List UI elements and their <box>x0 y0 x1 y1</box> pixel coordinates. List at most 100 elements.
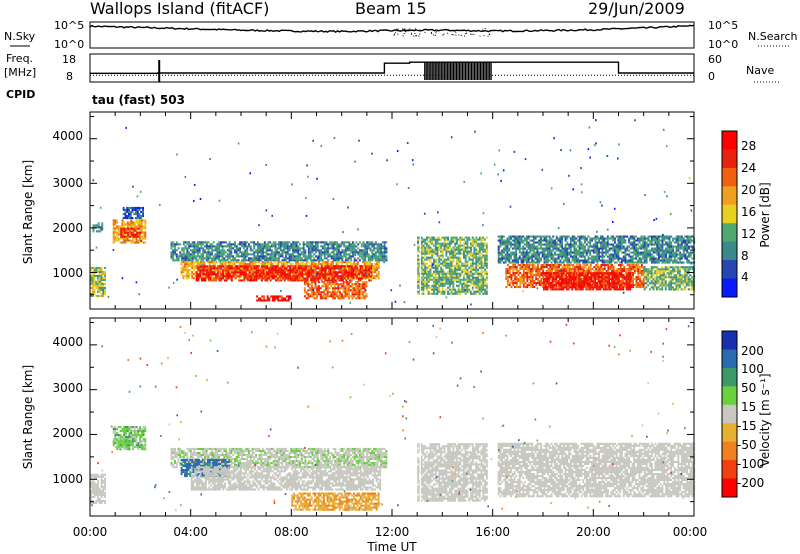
heatmap-cell <box>510 257 512 260</box>
heatmap-cell <box>339 287 342 290</box>
heatmap-cell <box>241 243 243 246</box>
heatmap-cell <box>208 265 211 268</box>
heatmap-cell <box>420 270 423 273</box>
heatmap-cell <box>485 276 488 279</box>
heatmap-cell <box>90 282 92 285</box>
heatmap-cell <box>222 275 224 278</box>
heatmap-cell <box>296 265 299 268</box>
heatmap-cell <box>497 247 500 250</box>
heatmap-cell <box>564 237 567 240</box>
heatmap-cell <box>482 264 485 267</box>
heatmap-cell <box>198 249 201 252</box>
heatmap-cell <box>273 265 276 268</box>
heatmap-cell <box>434 286 437 289</box>
heatmap-cell <box>440 238 442 241</box>
heatmap-cell <box>135 219 138 222</box>
heatmap-cell <box>619 247 622 250</box>
heatmap-cell <box>186 247 189 250</box>
heatmap-cell <box>485 236 488 239</box>
heatmap-cell <box>312 275 314 278</box>
heatmap-cell <box>140 237 143 240</box>
heatmap-cell <box>513 247 516 250</box>
heatmap-cell <box>323 271 326 274</box>
heatmap-cell <box>248 253 250 256</box>
heatmap-cell <box>475 244 478 247</box>
heatmap-cell <box>140 215 143 218</box>
heatmap-cell <box>424 266 427 269</box>
heatmap-cell <box>322 277 325 280</box>
heatmap-cell <box>297 247 300 250</box>
heatmap-cell <box>119 237 122 240</box>
heatmap-cell <box>177 259 180 262</box>
heatmap-cell <box>438 280 441 283</box>
heatmap-cell <box>621 241 623 244</box>
heatmap-cell <box>276 257 279 260</box>
heatmap-cell <box>569 243 572 246</box>
heatmap-cell <box>200 257 203 260</box>
heatmap-cell <box>295 257 298 260</box>
heatmap-cell <box>241 245 243 248</box>
nsearch-dot <box>409 28 411 30</box>
heatmap-cell <box>293 257 296 260</box>
heatmap-cell <box>349 273 351 276</box>
heatmap-cell <box>440 246 442 249</box>
heatmap-cell <box>515 255 518 258</box>
heatmap-cell <box>589 245 592 248</box>
heatmap-cell <box>573 239 576 242</box>
heatmap-cell <box>277 299 280 302</box>
heatmap-cell <box>447 266 449 269</box>
heatmap-cell <box>326 295 329 298</box>
heatmap-cell <box>461 278 464 281</box>
heatmap-cell <box>448 278 451 281</box>
heatmap-cell <box>628 261 630 264</box>
heatmap-cell <box>208 271 210 274</box>
heatmap-cell <box>363 287 366 290</box>
heatmap-cell <box>90 280 92 283</box>
heatmap-cell <box>485 292 488 295</box>
nsearch-dot <box>416 35 418 37</box>
heatmap-cell <box>98 290 101 293</box>
heatmap-cell <box>306 269 309 272</box>
heatmap-cell <box>189 257 192 260</box>
heatmap-cell <box>314 291 317 294</box>
heatmap-cell <box>573 237 576 240</box>
heatmap-cell <box>308 271 311 274</box>
heatmap-cell <box>452 274 455 277</box>
heatmap-cell <box>262 249 264 252</box>
heatmap-cell <box>116 235 119 238</box>
heatmap-cell <box>239 273 242 276</box>
heatmap-cell <box>555 237 558 240</box>
heatmap-cell <box>239 247 242 250</box>
nsearch-dot <box>394 33 396 35</box>
heatmap-cell <box>130 231 133 234</box>
heatmap-cell <box>636 247 639 250</box>
heatmap-cell <box>628 255 630 258</box>
heatmap-cell <box>422 292 425 295</box>
heatmap-cell <box>532 261 535 264</box>
heatmap-cell <box>265 263 268 266</box>
heatmap-cell <box>208 263 211 266</box>
heatmap-cell <box>470 274 472 277</box>
heatmap-cell <box>347 277 350 280</box>
heatmap-cell <box>448 286 451 289</box>
heatmap-cell <box>362 285 364 288</box>
heatmap-cell <box>170 241 173 244</box>
heatmap-cell <box>577 251 579 254</box>
heatmap-cell <box>438 238 441 241</box>
heatmap-cell <box>317 265 320 268</box>
heatmap-cell <box>142 219 145 222</box>
heatmap-cell <box>450 270 453 273</box>
heatmap-cell <box>97 284 99 287</box>
heatmap-cell <box>429 240 432 243</box>
heatmap-cell <box>228 245 231 248</box>
heatmap-cell <box>127 231 130 234</box>
heatmap-cell <box>336 247 338 250</box>
heatmap-cell <box>614 237 616 240</box>
heatmap-cell <box>605 243 608 246</box>
heatmap-cell <box>578 255 581 258</box>
heatmap-cell <box>283 275 286 278</box>
heatmap-cell <box>441 236 444 239</box>
heatmap-cell <box>608 253 611 256</box>
heatmap-cell <box>566 251 569 254</box>
heatmap-cell <box>195 251 198 254</box>
